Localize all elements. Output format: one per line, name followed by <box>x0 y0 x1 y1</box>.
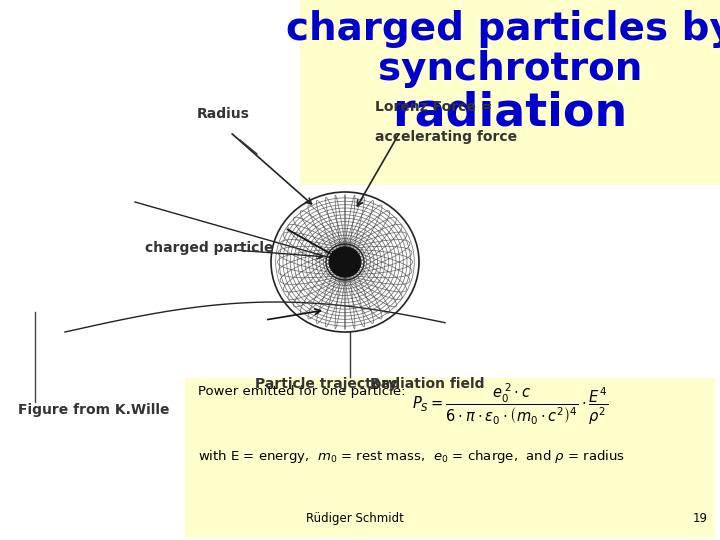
Text: Radius: Radius <box>197 107 250 121</box>
Text: $P_S=\dfrac{e_0^{\,2}\cdot c}{6\cdot\pi\cdot\varepsilon_0\cdot\left(m_0\cdot c^2: $P_S=\dfrac{e_0^{\,2}\cdot c}{6\cdot\pi\… <box>412 382 608 428</box>
FancyBboxPatch shape <box>300 0 720 185</box>
Text: Lorenz Force =: Lorenz Force = <box>375 100 492 114</box>
Text: Figure from K.Wille: Figure from K.Wille <box>18 403 169 417</box>
Text: radiation: radiation <box>392 90 628 135</box>
Text: 19: 19 <box>693 512 708 525</box>
Text: with E = energy,  $m_0$ = rest mass,  $e_0$ = charge,  and $\rho$ = radius: with E = energy, $m_0$ = rest mass, $e_0… <box>198 448 625 465</box>
Text: Particle trajectory: Particle trajectory <box>255 377 397 391</box>
Text: charged particles by: charged particles by <box>286 10 720 48</box>
FancyBboxPatch shape <box>185 378 715 538</box>
Text: Rüdiger Schmidt: Rüdiger Schmidt <box>306 512 404 525</box>
Text: Radiation field: Radiation field <box>370 377 485 391</box>
Text: charged particle: charged particle <box>145 241 274 255</box>
Text: accelerating force: accelerating force <box>375 130 517 144</box>
Text: Power emitted for one particle:: Power emitted for one particle: <box>198 385 405 398</box>
Text: synchrotron: synchrotron <box>378 50 642 88</box>
Ellipse shape <box>329 247 361 277</box>
